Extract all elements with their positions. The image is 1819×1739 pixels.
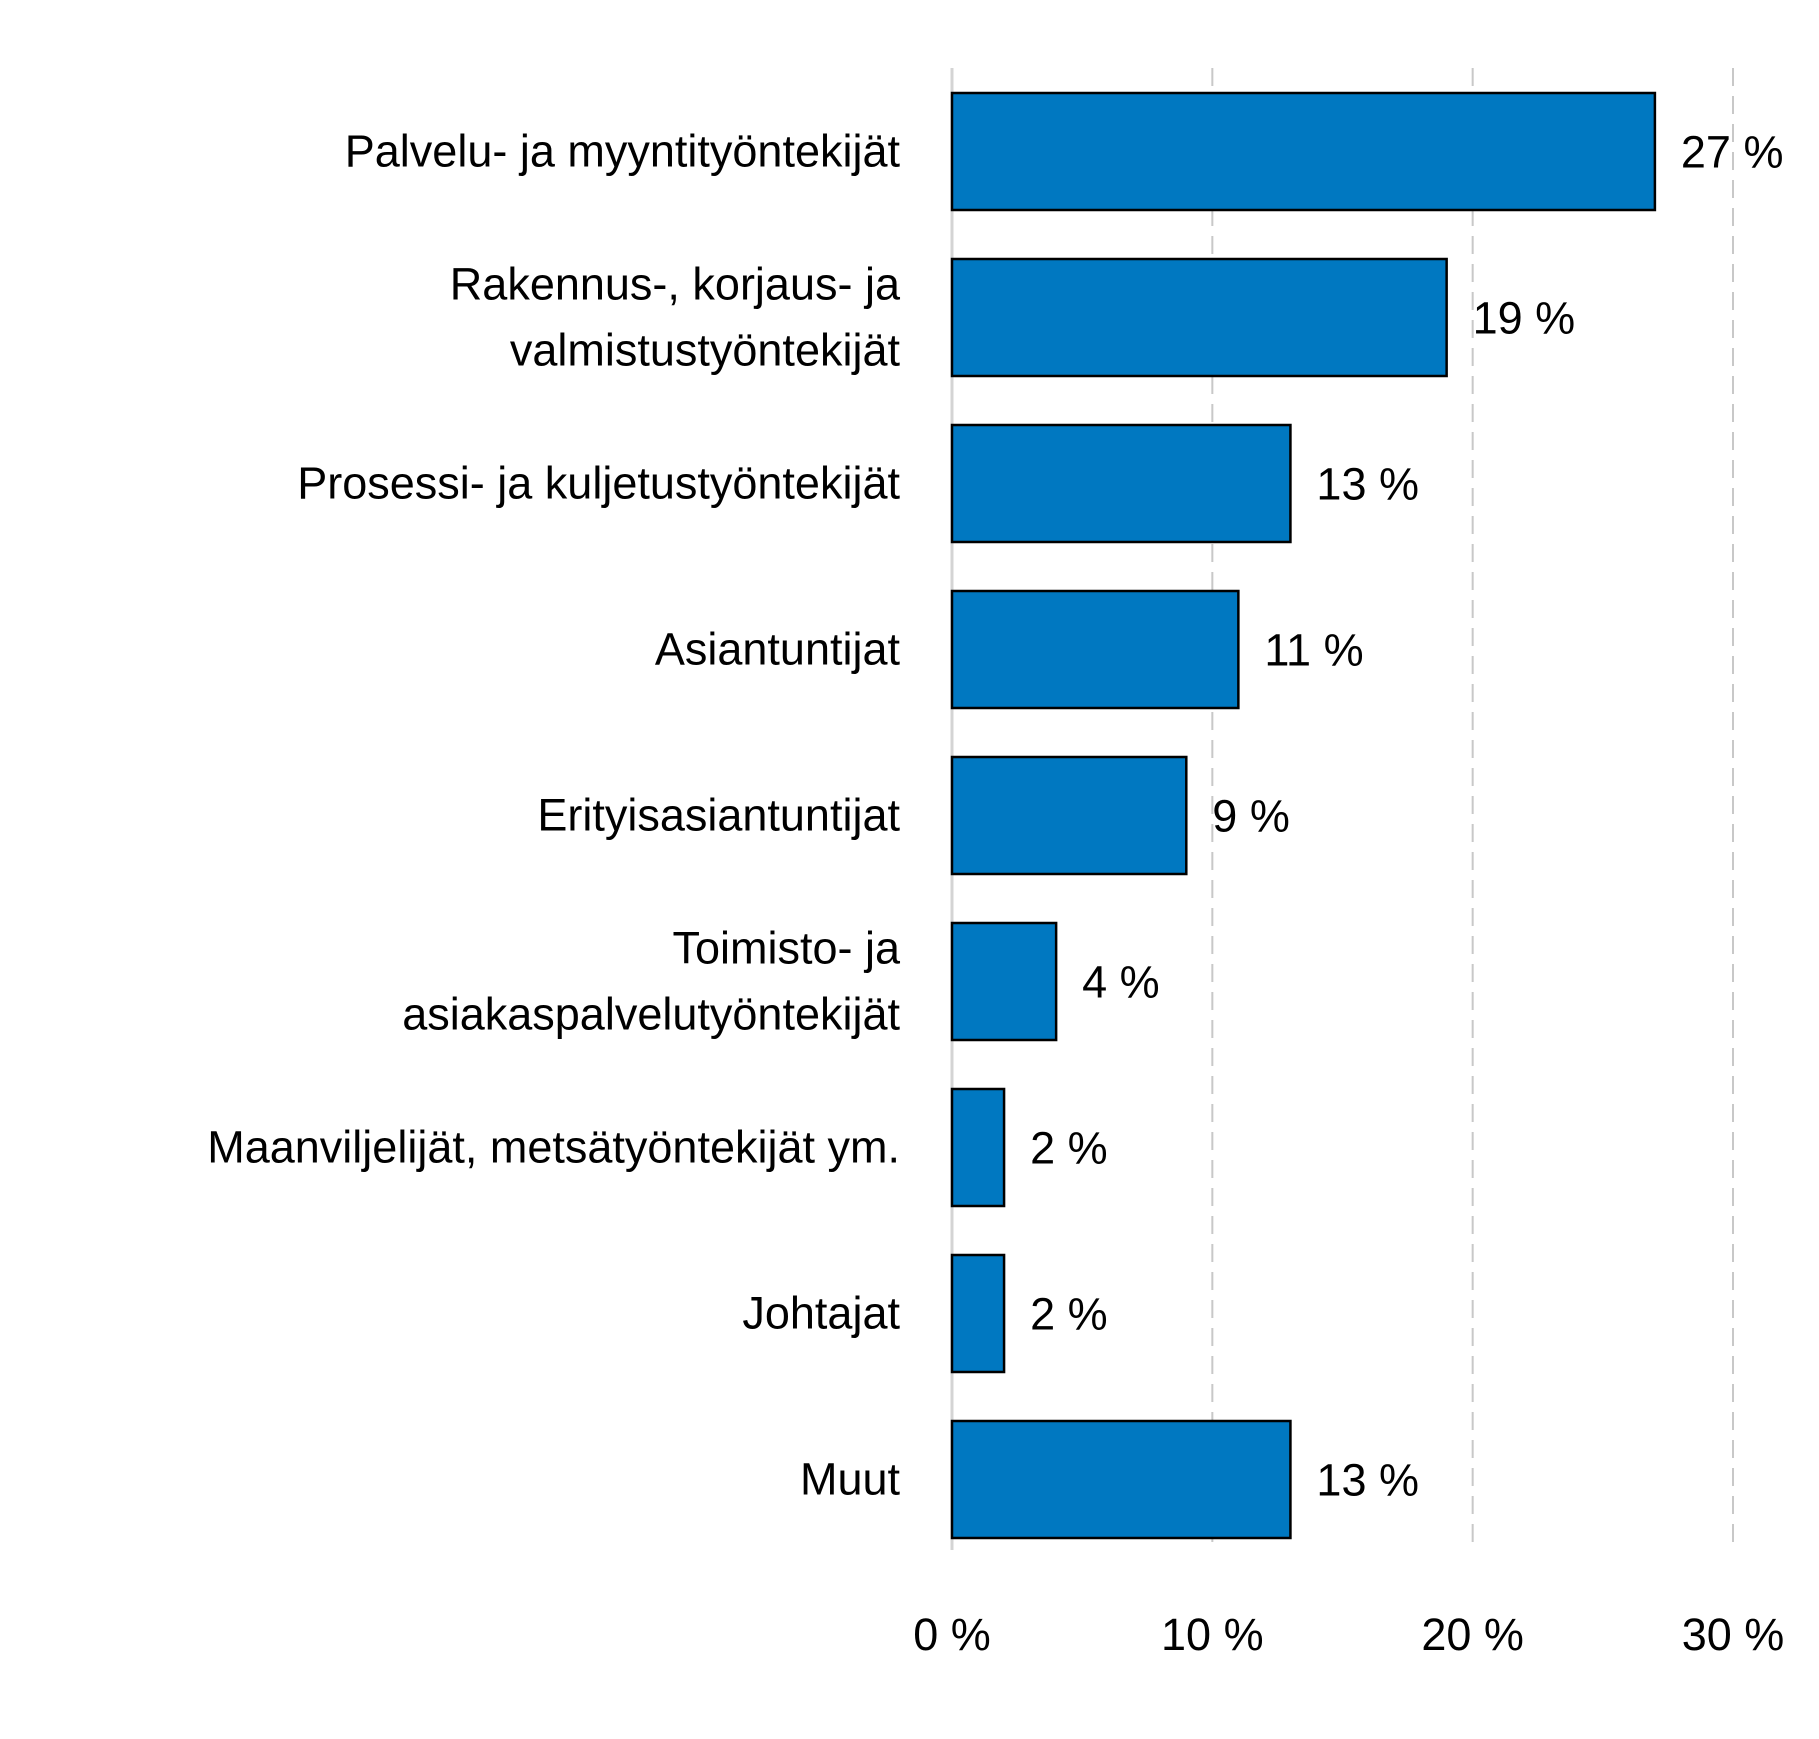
- category-label: Erityisasiantuntijat: [537, 790, 900, 841]
- bars: [950, 91, 1657, 1540]
- bar: [950, 755, 1188, 876]
- category-label-line: Rakennus-, korjaus- ja: [450, 259, 901, 310]
- category-label: Toimisto- ja asiakaspalvelutyöntekijät: [402, 923, 901, 1040]
- category-label-line: Asiantuntijat: [655, 624, 901, 675]
- category-label: Maanviljelijät, metsätyöntekijät ym.: [207, 1122, 900, 1173]
- bar: [950, 1087, 1006, 1208]
- category-label: Asiantuntijat: [655, 624, 901, 675]
- bar-value-label: 9 %: [1212, 791, 1290, 842]
- x-axis-ticks: 0 % 10 % 20 % 30 %: [913, 1609, 1784, 1660]
- bar-value-label: 13 %: [1316, 1455, 1419, 1506]
- bar: [950, 589, 1240, 710]
- category-label-line: Erityisasiantuntijat: [537, 790, 900, 841]
- x-tick-label: 20 %: [1421, 1609, 1524, 1660]
- x-tick-label: 0 %: [913, 1609, 991, 1660]
- category-label: Prosessi- ja kuljetustyöntekijät: [297, 458, 900, 509]
- x-tick-label: 30 %: [1682, 1609, 1785, 1660]
- category-label: Rakennus-, korjaus- ja valmistustyöntekij…: [450, 259, 901, 376]
- category-label-line: Maanviljelijät, metsätyöntekijät ym.: [207, 1122, 900, 1173]
- category-label-line: Toimisto- ja: [672, 923, 901, 974]
- category-label-line: asiakaspalvelutyöntekijät: [402, 989, 900, 1040]
- category-label-line: valmistustyöntekijät: [510, 325, 901, 376]
- bar: [950, 1419, 1292, 1540]
- value-labels: 27 % 19 % 13 % 11 % 9 % 4 % 2 % 2 % 13 %: [1030, 127, 1783, 1506]
- bar-value-label: 2 %: [1030, 1123, 1108, 1174]
- bar: [950, 921, 1058, 1042]
- category-label: Johtajat: [742, 1288, 900, 1339]
- bar: [950, 1253, 1006, 1374]
- bar-value-label: 13 %: [1316, 459, 1419, 510]
- bar: [950, 257, 1448, 378]
- category-label: Muut: [800, 1454, 901, 1505]
- bar-value-label: 2 %: [1030, 1289, 1108, 1340]
- category-label-line: Palvelu- ja myyntityöntekijät: [345, 126, 901, 177]
- category-label-line: Muut: [800, 1454, 901, 1505]
- category-label-line: Johtajat: [742, 1288, 900, 1339]
- bar-value-label: 4 %: [1082, 957, 1160, 1008]
- category-labels: Palvelu- ja myyntityöntekijät Rakennus-, …: [207, 126, 901, 1505]
- bar-value-label: 19 %: [1473, 293, 1576, 344]
- category-label: Palvelu- ja myyntityöntekijät: [345, 126, 901, 177]
- bar-value-label: 11 %: [1264, 625, 1363, 676]
- bar: [950, 423, 1292, 544]
- x-tick-label: 10 %: [1161, 1609, 1264, 1660]
- category-label-line: Prosessi- ja kuljetustyöntekijät: [297, 458, 900, 509]
- bar-value-label: 27 %: [1681, 127, 1784, 178]
- bar: [950, 91, 1657, 212]
